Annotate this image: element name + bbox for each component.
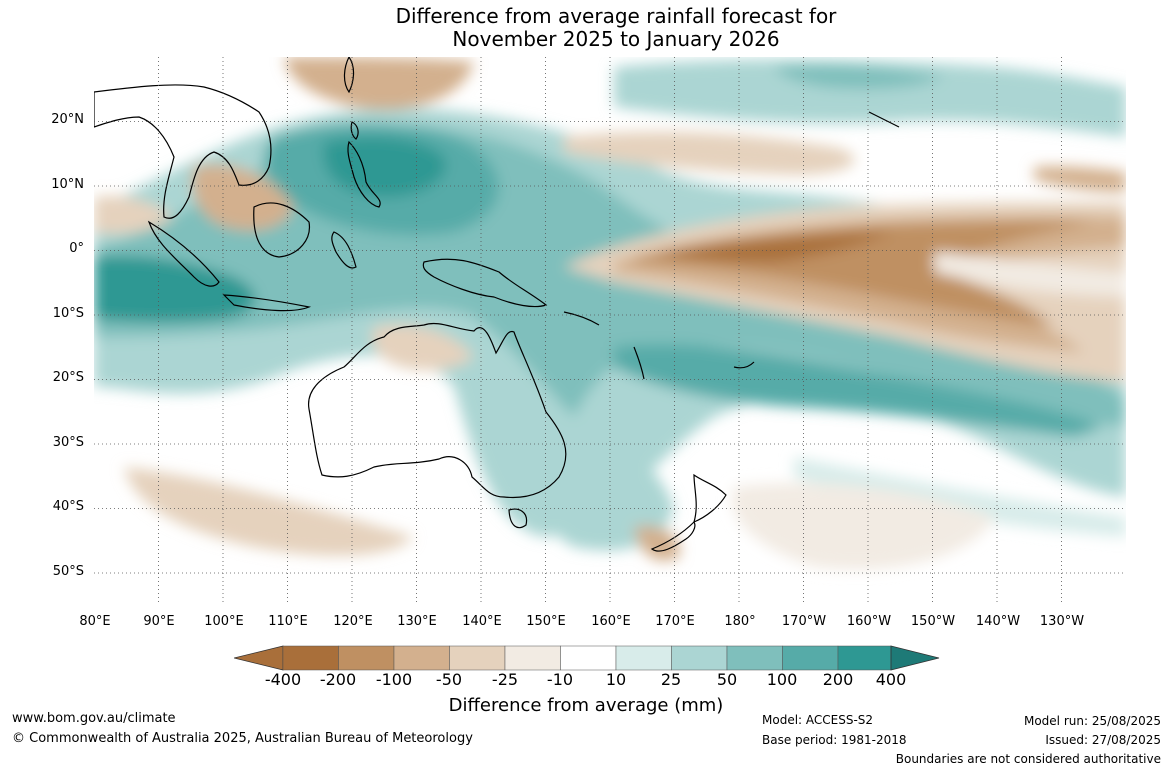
footer-copyright: © Commonwealth of Australia 2025, Austra… bbox=[12, 731, 473, 746]
lat-label-20n: 20°N bbox=[51, 112, 84, 127]
hawaii-islands bbox=[868, 111, 900, 128]
vanuatu-islands bbox=[633, 346, 645, 380]
rainfall-anomaly-map bbox=[94, 57, 1126, 605]
solomon-islands bbox=[563, 311, 600, 326]
lat-label-0: 0° bbox=[69, 241, 84, 256]
lon-label-130e: 130°E bbox=[397, 614, 437, 629]
colorbar-swatch-9 bbox=[726, 645, 783, 671]
colorbar-arrow-high bbox=[890, 645, 940, 671]
lon-label-150w: 150°W bbox=[910, 614, 956, 629]
lat-label-10s: 10°S bbox=[52, 306, 84, 321]
asia-mainland-outline bbox=[94, 84, 272, 219]
colorbar-swatch-2 bbox=[338, 645, 395, 671]
lat-label-50s: 50°S bbox=[52, 564, 84, 579]
lon-label-110e: 110°E bbox=[268, 614, 308, 629]
lon-label-140e: 140°E bbox=[462, 614, 502, 629]
colorbar-tick-50: 50 bbox=[716, 670, 738, 689]
dry-borneo bbox=[192, 164, 294, 231]
coastlines bbox=[94, 57, 900, 552]
sulawesi-outline bbox=[331, 231, 357, 269]
lat-label-40s: 40°S bbox=[52, 499, 84, 514]
dry-west-edge bbox=[94, 195, 174, 234]
nz-north-island bbox=[693, 473, 727, 524]
lon-label-160e: 160°E bbox=[591, 614, 631, 629]
colorbar-tick-25: 25 bbox=[660, 670, 682, 689]
fiji-islands bbox=[733, 361, 755, 369]
map-title-line1: Difference from average rainfall forecas… bbox=[395, 4, 837, 28]
rainfall-anomaly-fields bbox=[94, 57, 1126, 570]
tasmania-outline bbox=[508, 508, 528, 529]
footer-model-run: Model run: 25/08/2025 bbox=[1023, 714, 1161, 728]
dry-southern-ocean-east bbox=[732, 483, 994, 570]
wet-tasman bbox=[534, 435, 674, 551]
colorbar-swatch-10 bbox=[782, 645, 839, 671]
new-guinea-outline bbox=[422, 258, 548, 308]
sumatra-outline bbox=[147, 220, 220, 287]
colorbar-tick-10: 10 bbox=[605, 670, 627, 689]
dry-southern-ocean-west bbox=[124, 467, 414, 556]
colorbar-label: Difference from average (mm) bbox=[448, 695, 724, 716]
lat-label-30s: 30°S bbox=[52, 435, 84, 450]
lon-label-80e: 80°E bbox=[79, 614, 111, 629]
wet-core-west bbox=[94, 255, 256, 323]
colorbar-swatch-11 bbox=[837, 645, 892, 671]
java-outline bbox=[222, 294, 312, 312]
footer-disclaimer: Boundaries are not considered authoritat… bbox=[895, 752, 1161, 766]
dry-south-nz bbox=[634, 526, 680, 561]
map-title-line2: November 2025 to January 2026 bbox=[452, 27, 780, 51]
colorbar-tick-400: 400 bbox=[875, 670, 907, 689]
dry-tongue-darkest bbox=[654, 232, 894, 262]
dry-nw-australia bbox=[372, 324, 474, 371]
colorbar-swatch-5 bbox=[504, 645, 561, 671]
colorbar-swatch-6 bbox=[560, 645, 617, 671]
lon-label-100e: 100°E bbox=[204, 614, 244, 629]
dry-north-pacific-band bbox=[564, 131, 855, 175]
colorbar-swatch-7 bbox=[615, 645, 672, 671]
taiwan-outline bbox=[350, 121, 359, 140]
wet-south-east bbox=[794, 457, 1126, 537]
dry-equator-east bbox=[934, 252, 1126, 297]
lat-label-10n: 10°N bbox=[51, 177, 84, 192]
philippines-outline bbox=[347, 140, 381, 208]
footer-model: Model: ACCESS-S2 bbox=[762, 713, 874, 727]
colorbar-tick-neg400: -400 bbox=[264, 670, 302, 689]
borneo-outline bbox=[253, 202, 310, 258]
footer-website[interactable]: www.bom.gov.au/climate bbox=[12, 711, 176, 726]
colorbar-swatch-8 bbox=[671, 645, 728, 671]
colorbar-tick-neg100: -100 bbox=[375, 670, 413, 689]
colorbar-tick-neg200: -200 bbox=[319, 670, 357, 689]
footer-base-period: Base period: 1981-2018 bbox=[762, 733, 907, 747]
colorbar-swatch-3 bbox=[393, 645, 450, 671]
wet-core-north-inner bbox=[323, 137, 446, 197]
lon-label-170e: 170°E bbox=[655, 614, 695, 629]
nz-south-island bbox=[650, 521, 696, 552]
colorbar-tick-200: 200 bbox=[822, 670, 854, 689]
lon-label-140w: 140°W bbox=[975, 614, 1021, 629]
japan-outline bbox=[343, 57, 355, 94]
colorbar bbox=[234, 645, 940, 671]
gridlines bbox=[94, 57, 1126, 605]
colorbar-swatch-4 bbox=[449, 645, 506, 671]
colorbar-arrow-low bbox=[234, 645, 284, 671]
colorbar-tick-neg50: -50 bbox=[435, 670, 463, 689]
lon-label-120e: 120°E bbox=[333, 614, 373, 629]
lon-label-150e: 150°E bbox=[526, 614, 566, 629]
australia-outline bbox=[307, 322, 567, 499]
colorbar-tick-neg10: -10 bbox=[546, 670, 574, 689]
lon-label-180: 180° bbox=[724, 614, 756, 629]
lon-label-170w: 170°W bbox=[781, 614, 827, 629]
wet-north-pacific-core bbox=[774, 65, 944, 89]
lon-label-160w: 160°W bbox=[846, 614, 892, 629]
colorbar-tick-100: 100 bbox=[766, 670, 798, 689]
lat-label-20s: 20°S bbox=[52, 370, 84, 385]
colorbar-tick-neg25: -25 bbox=[491, 670, 519, 689]
lon-label-90e: 90°E bbox=[143, 614, 175, 629]
dry-south-china-sea bbox=[284, 57, 474, 110]
wet-north-pacific bbox=[614, 59, 1126, 137]
lon-label-130w: 130°W bbox=[1039, 614, 1085, 629]
footer-issued: Issued: 27/08/2025 bbox=[1045, 733, 1161, 747]
colorbar-swatch-1 bbox=[282, 645, 339, 671]
